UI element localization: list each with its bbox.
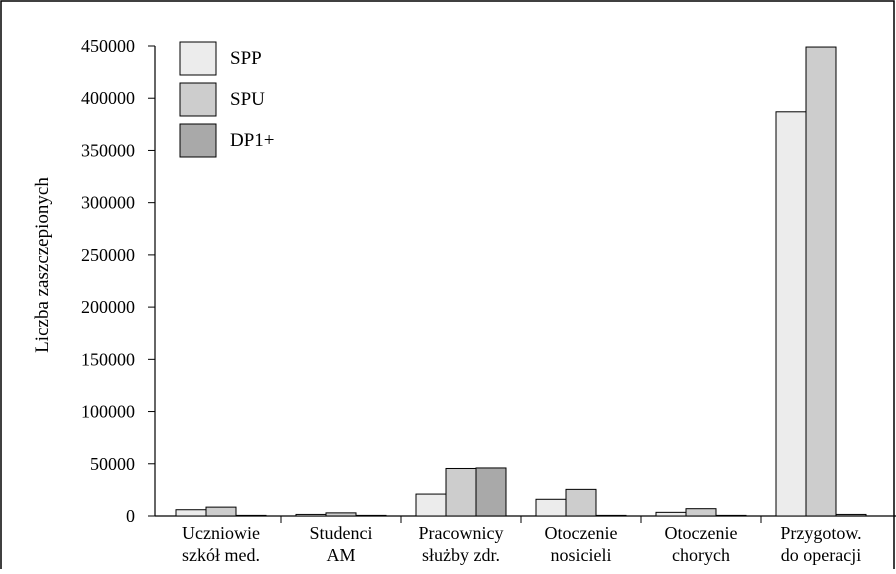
y-tick-label: 50000 <box>90 454 135 474</box>
bars <box>175 46 867 517</box>
bar <box>235 514 267 517</box>
x-tick-label: Uczniowie <box>182 523 260 543</box>
x-tick-label: AM <box>326 545 355 565</box>
legend: SPP SPU DP1+ <box>179 41 275 158</box>
legend-label: SPU <box>230 89 265 110</box>
y-tick-label: 350000 <box>81 140 135 160</box>
y-tick-label: 200000 <box>81 297 135 317</box>
x-tick-label: Przygotow. <box>780 523 861 543</box>
bar <box>355 514 387 517</box>
bar <box>475 467 507 517</box>
x-tick-label: służby zdr. <box>422 545 500 565</box>
bar <box>205 506 237 517</box>
y-tick-label: 0 <box>126 506 135 526</box>
bar <box>715 514 747 517</box>
bar <box>535 498 567 517</box>
legend-label: SPP <box>230 48 262 69</box>
x-tick-label: Otoczenie <box>545 523 618 543</box>
legend-swatch <box>179 123 217 158</box>
x-tick-label: nosicieli <box>551 545 612 565</box>
bar <box>835 513 867 517</box>
y-tick-label: 450000 <box>81 36 135 56</box>
bar <box>685 508 717 517</box>
x-tick-label: chorych <box>672 545 730 565</box>
x-tick-label: do operacji <box>781 545 861 565</box>
bar <box>655 511 687 517</box>
bar <box>775 111 807 517</box>
bar <box>415 493 447 517</box>
legend-swatch <box>179 41 217 76</box>
bar <box>445 467 477 517</box>
bar <box>805 46 837 517</box>
y-tick-label: 150000 <box>81 349 135 369</box>
y-tick-label: 300000 <box>81 193 135 213</box>
y-tick-label: 250000 <box>81 245 135 265</box>
y-tick-label: 100000 <box>81 402 135 422</box>
bar <box>325 512 357 517</box>
x-tick-label: Otoczenie <box>665 523 738 543</box>
legend-swatch <box>179 82 217 117</box>
x-tick-label: szkół med. <box>182 545 260 565</box>
y-axis: 0 50000 100000 150000 200000 250000 300000 3500… <box>81 36 156 526</box>
x-tick-label: Studenci <box>310 523 373 543</box>
bar <box>295 513 327 517</box>
y-tick-label: 400000 <box>81 88 135 108</box>
bar <box>565 488 597 517</box>
bar <box>595 514 627 517</box>
legend-label: DP1+ <box>230 130 275 151</box>
bar <box>175 509 207 517</box>
x-tick-label: Pracownicy <box>419 523 504 543</box>
y-axis-label: Liczba zaszczepionych <box>32 177 53 353</box>
